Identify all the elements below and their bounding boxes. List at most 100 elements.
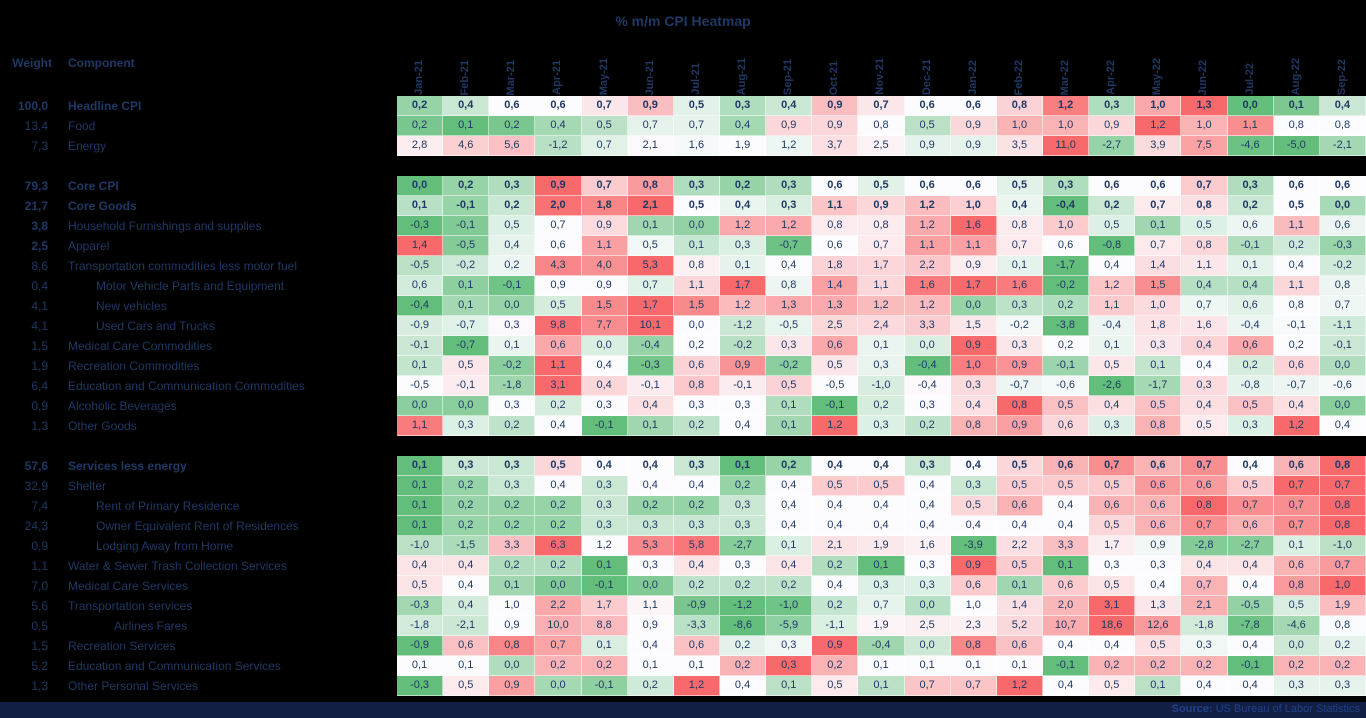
month-header: Dec-21 bbox=[905, 38, 951, 95]
heatmap-cell: 0,9 bbox=[858, 196, 905, 216]
heatmap-cell: 3,7 bbox=[812, 136, 859, 156]
heatmap-cell: 0,6 bbox=[673, 636, 720, 656]
heatmap-cell: 1,0 bbox=[1135, 96, 1182, 116]
heatmap-cell: 2,0 bbox=[1042, 596, 1090, 616]
heatmap-cell: 0,3 bbox=[904, 456, 951, 476]
heatmap-cell: 2,1 bbox=[1181, 596, 1228, 616]
heatmap-cell: 0,1 bbox=[397, 456, 444, 476]
heatmap-cell: -1,2 bbox=[535, 136, 582, 156]
heatmap-cell: 0,8 bbox=[1319, 276, 1366, 296]
heatmap-cell: -8,6 bbox=[719, 616, 767, 636]
heatmap-cell: 0,2 bbox=[443, 516, 490, 536]
heatmap-cell: 0,2 bbox=[766, 576, 813, 596]
heatmap-cell: 0,2 bbox=[1089, 656, 1136, 676]
heatmap-cell: 0,6 bbox=[1135, 516, 1182, 536]
heatmap-cell: 1,2 bbox=[719, 216, 767, 236]
heatmap-cell: 0,2 bbox=[719, 576, 767, 596]
heatmap-cell: 1,1 bbox=[397, 416, 444, 436]
heatmap-cell: 0,1 bbox=[581, 636, 628, 656]
heatmap-cell: 9,8 bbox=[535, 316, 582, 336]
heatmap-cell: 2,1 bbox=[627, 196, 674, 216]
heatmap-cell: 0,6 bbox=[1135, 496, 1182, 516]
heatmap-cell: 0,3 bbox=[673, 516, 720, 536]
heatmap-cell: 0,2 bbox=[443, 476, 490, 496]
heatmap-cell: 0,2 bbox=[673, 416, 720, 436]
heatmap-cell: 0,8 bbox=[1273, 296, 1320, 316]
heatmap-cell: -0,6 bbox=[1319, 376, 1366, 396]
heatmap-cell: 18,6 bbox=[1089, 616, 1136, 636]
heatmap-cell: 0,5 bbox=[673, 96, 720, 116]
heatmap-cell: 0,4 bbox=[535, 116, 582, 136]
heatmap-cell: -0,1 bbox=[443, 376, 490, 396]
heatmap-cell: 0,2 bbox=[1227, 356, 1274, 376]
heatmap-cell: 0,4 bbox=[1089, 256, 1136, 276]
heatmap-cell: -4,6 bbox=[1227, 136, 1274, 156]
heatmap-cell: 0,4 bbox=[950, 396, 997, 416]
heatmap-cell: 0,6 bbox=[1227, 516, 1274, 536]
heatmap-cell: 0,6 bbox=[996, 636, 1043, 656]
heatmap-cell: 0,0 bbox=[904, 336, 951, 356]
heatmap-cell: 0,4 bbox=[627, 636, 674, 656]
table-row: 0,4 Motor Vehicle Parts and Equipment 0,6 0… bbox=[0, 276, 1366, 296]
heatmap-cell: 0,3 bbox=[443, 456, 490, 476]
heatmap-cell: 2,1 bbox=[812, 536, 859, 556]
heatmap-cell: 0,7 bbox=[1089, 456, 1136, 476]
heatmap-cell: -0,7 bbox=[1273, 376, 1320, 396]
heatmap-cell: 0,5 bbox=[1273, 596, 1320, 616]
heatmap-cell: 0,1 bbox=[858, 676, 905, 696]
heatmap-cell: 0,3 bbox=[1181, 376, 1228, 396]
heatmap-cell: 0,5 bbox=[581, 116, 628, 136]
heatmap-cell: 1,0 bbox=[1181, 116, 1228, 136]
heatmap-cell: -0,4 bbox=[858, 636, 905, 656]
heatmap-cell: 0,3 bbox=[443, 416, 490, 436]
table-row: 21,7 Core Goods 0,1 -0,1 0,2 2,0 1,8 2,1 0,5 0,4 0… bbox=[0, 196, 1366, 216]
heatmap-cell: 1,1 bbox=[1089, 296, 1136, 316]
heatmap-cell: -1,7 bbox=[1042, 256, 1090, 276]
heatmap-cell: 0,6 bbox=[535, 336, 582, 356]
heatmap-cell: 0,7 bbox=[1273, 476, 1320, 496]
heatmap-cell: 0,3 bbox=[766, 636, 813, 656]
heatmap-cell: 1,2 bbox=[904, 296, 951, 316]
heatmap-cell: 10,1 bbox=[627, 316, 674, 336]
row-weight: 5,2 bbox=[31, 659, 48, 673]
heatmap-cell: 0,7 bbox=[1135, 196, 1182, 216]
table-row: 1,3 Other Goods 1,1 0,3 0,2 0,4 -0,1 0,1 0,2 0,4 0… bbox=[0, 416, 1366, 436]
heatmap-cell: 1,0 bbox=[489, 596, 536, 616]
table-row: 1,5 Recreation Services -0,9 0,6 0,8 0,7 0,1 0,… bbox=[0, 636, 1366, 656]
row-label: Core CPI bbox=[68, 179, 119, 193]
heatmap-cell: 2,5 bbox=[858, 136, 905, 156]
heatmap-cell: -1,5 bbox=[443, 536, 490, 556]
heatmap-cell: 0,4 bbox=[443, 556, 490, 576]
heatmap-cell: -0,8 bbox=[1089, 236, 1136, 256]
heatmap-cell: -0,2 bbox=[1042, 276, 1090, 296]
row-weight: 7,3 bbox=[31, 139, 48, 153]
heatmap-cell: 0,8 bbox=[950, 636, 997, 656]
month-header-label: Aug-21 bbox=[736, 57, 749, 95]
heatmap-cell: 0,7 bbox=[1181, 516, 1228, 536]
row-label: Apparel bbox=[68, 239, 110, 253]
heatmap-cell: 0,5 bbox=[1089, 356, 1136, 376]
month-header: Feb-21 bbox=[443, 38, 489, 95]
heatmap-cell: 0,8 bbox=[812, 216, 859, 236]
heatmap-cell: 0,4 bbox=[1089, 396, 1136, 416]
heatmap-cell: 0,8 bbox=[1135, 416, 1182, 436]
heatmap-cell: 0,1 bbox=[397, 496, 444, 516]
heatmap-cell: 0,2 bbox=[535, 516, 582, 536]
row-label: Transportation services bbox=[68, 599, 193, 613]
heatmap-cell: 10,0 bbox=[535, 616, 582, 636]
heatmap-cell: 0,5 bbox=[812, 476, 859, 496]
heatmap-cell: 1,4 bbox=[397, 236, 444, 256]
heatmap-cell: 0,5 bbox=[812, 356, 859, 376]
heatmap-cell: 2,8 bbox=[397, 136, 444, 156]
heatmap-cell: 0,5 bbox=[397, 576, 444, 596]
heatmap-cell: 0,2 bbox=[1135, 656, 1182, 676]
heatmap-cell: 0,3 bbox=[1227, 176, 1274, 196]
heatmap-cell: 0,0 bbox=[950, 296, 997, 316]
row-cells: 0,0 0,2 0,3 0,9 0,7 0,8 0,3 0,2 0,3 0,6 0,5 0,6 0,6 0… bbox=[397, 176, 1366, 196]
heatmap-cell: 5,3 bbox=[627, 536, 674, 556]
heatmap-cell: 0,5 bbox=[996, 476, 1043, 496]
heatmap-cell: 0,3 bbox=[489, 176, 536, 196]
heatmap-cell: -0,3 bbox=[397, 596, 444, 616]
heatmap-cell: 1,7 bbox=[627, 296, 674, 316]
row-label: Medical Care Commodities bbox=[68, 339, 213, 353]
